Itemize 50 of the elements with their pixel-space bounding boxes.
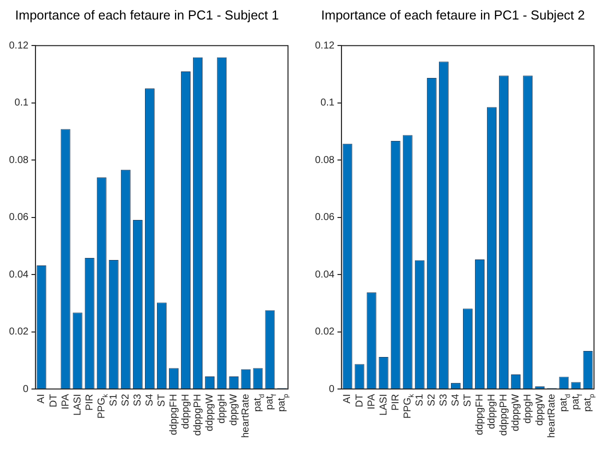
y-tick-label: 0.08 (314, 154, 335, 166)
x-tick-label: ST (156, 394, 168, 407)
x-tick-label: ddppgW (510, 393, 522, 432)
y-tick-label: 0 (328, 384, 335, 395)
x-tick-label: dppgW (228, 393, 240, 426)
y-tick-label: 0.08 (8, 154, 29, 166)
y-tick-label: 0.1 (320, 98, 335, 109)
x-tick-label: S3 (438, 394, 450, 406)
y-tick-label: 0.02 (8, 326, 29, 338)
y-tick-label: 0.12 (8, 40, 29, 52)
x-tick-label: S2 (426, 394, 438, 406)
x-tick-label: heartRate (546, 394, 558, 438)
x-tick-label: LASI (378, 394, 390, 416)
y-tick-label: 0 (22, 384, 29, 395)
x-tick-label: dppgH (216, 394, 228, 424)
x-tick-label: DT (48, 394, 60, 408)
x-tick-label: heartRate (240, 394, 252, 438)
x-tick-label: S4 (450, 394, 462, 406)
x-tick-label: S1 (414, 394, 426, 406)
y-tick-label: 0.12 (314, 40, 335, 52)
x-tick-label: ddppgW (204, 393, 216, 432)
y-tick-label: 0.06 (314, 212, 335, 224)
x-tick-label: S4 (144, 394, 156, 406)
y-tick-label: 0.04 (8, 269, 29, 280)
x-tick-label: ddppgPH (192, 394, 204, 436)
x-tick-label: ddppgH (180, 394, 192, 430)
y-tick-label: 0.1 (14, 98, 29, 109)
x-tick-label: S3 (132, 394, 144, 406)
x-tick-label: S1 (108, 394, 120, 406)
x-tick-label: S2 (120, 394, 132, 406)
x-tick-label: dppgH (522, 394, 534, 424)
y-tick-label: 0.02 (314, 326, 335, 338)
x-tick-label: AI (342, 394, 354, 404)
x-tick-label: ST (462, 394, 474, 407)
x-tick-label: IPA (60, 394, 72, 410)
x-tick-label: ddppgPH (498, 394, 510, 436)
y-tick-label: 0.06 (8, 212, 29, 224)
x-tick-label: dppgW (534, 393, 546, 426)
chart-title: Importance of each fetaure in PC1 - Subject 1 (15, 7, 279, 22)
x-tick-label: ddppgFH (474, 394, 486, 436)
x-tick-label: PIR (84, 394, 96, 411)
x-tick-label: LASI (72, 394, 84, 416)
x-tick-label: ddppgH (486, 394, 498, 430)
x-tick-label: ddppgFH (168, 394, 180, 436)
chart-title: Importance of each fetaure in PC1 - Subject 2 (321, 7, 585, 22)
x-tick-label: AI (36, 394, 48, 404)
x-tick-label: PIR (390, 394, 402, 411)
y-tick-label: 0.04 (314, 269, 335, 280)
x-tick-label: IPA (366, 394, 378, 410)
x-tick-label: DT (354, 394, 366, 408)
